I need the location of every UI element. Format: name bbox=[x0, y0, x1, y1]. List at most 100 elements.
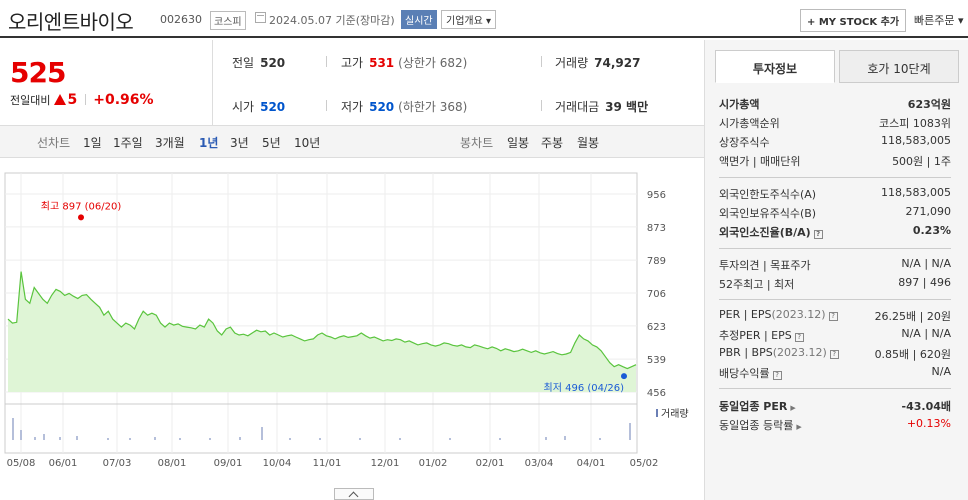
info-row-label: 52주최고 | 최저 bbox=[719, 278, 795, 291]
info-row-value: 623억원 bbox=[907, 98, 951, 111]
info-row: 동일업종 등락률 ▶ +0.13% bbox=[719, 417, 951, 435]
corp-info-dropdown[interactable]: 기업개요 ▾ bbox=[441, 10, 496, 29]
current-price: 525 bbox=[10, 56, 66, 89]
x-tick-label: 11/01 bbox=[313, 458, 342, 469]
info-row-label: PBR | BPS(2023.12)? bbox=[719, 346, 839, 359]
info-row-value: 897 | 496 bbox=[898, 276, 951, 289]
volume-legend: 거래량 bbox=[661, 408, 689, 420]
change-value: 5 bbox=[67, 92, 78, 108]
realtime-button[interactable]: 실시간 bbox=[401, 10, 437, 29]
info-row-value: 0.23% bbox=[912, 224, 951, 237]
period-5y[interactable]: 5년 bbox=[262, 136, 281, 150]
help-icon[interactable]: ? bbox=[772, 371, 782, 380]
chart-collapse-button[interactable] bbox=[334, 488, 374, 500]
candle-weekly[interactable]: 주봉 bbox=[541, 136, 564, 150]
change-label: 전일대비 bbox=[10, 94, 51, 107]
period-1w[interactable]: 1주일 bbox=[113, 136, 143, 150]
info-row-label: PER | EPS(2023.12)? bbox=[719, 308, 838, 321]
line-chart-label: 선차트 bbox=[37, 136, 71, 150]
info-row-value: 26.25배 | 20원 bbox=[874, 310, 951, 323]
y-tick-label: 539 bbox=[647, 355, 666, 366]
trade-amount: 거래대금 39 백만 bbox=[555, 100, 649, 114]
info-row: 외국인보유주식수(B) 271,090 bbox=[719, 205, 951, 223]
info-row: 액면가 | 매매단위 500원 | 1주 bbox=[719, 153, 951, 171]
help-icon[interactable]: ? bbox=[813, 230, 823, 239]
info-row-label: 시가총액 bbox=[719, 98, 760, 111]
info-row-label: 액면가 | 매매단위 bbox=[719, 155, 801, 168]
candle-chart-label: 봉차트 bbox=[460, 136, 494, 150]
period-3y[interactable]: 3년 bbox=[230, 136, 249, 150]
info-row-label: 외국인한도주식수(A) bbox=[719, 188, 817, 201]
info-row-value: 118,583,005 bbox=[881, 134, 951, 147]
period-10y[interactable]: 10년 bbox=[294, 136, 321, 150]
my-stock-add-button[interactable]: + MY STOCK 추가 bbox=[800, 9, 907, 32]
price-area bbox=[8, 271, 636, 392]
period-1d[interactable]: 1일 bbox=[83, 136, 102, 150]
info-row-label: 시가총액순위 bbox=[719, 117, 780, 130]
info-row: 시가총액순위 코스피 1083위 bbox=[719, 115, 951, 133]
x-tick-label: 07/03 bbox=[103, 458, 132, 469]
period-1y[interactable]: 1년 bbox=[199, 136, 219, 150]
info-row-label: 추정PER | EPS? bbox=[719, 327, 804, 343]
price-chart-svg: 956 873 789 706 623 539 456 05/08 06/01 07/03 08/0… bbox=[4, 172, 689, 469]
info-row-value: 118,583,005 bbox=[881, 186, 951, 199]
info-row: 52주최고 | 최저 897 | 496 bbox=[719, 276, 951, 294]
low-label: 최저 496 (04/26) bbox=[544, 382, 625, 394]
info-row-value: 500원 | 1주 bbox=[892, 155, 951, 168]
y-tick-label: 456 bbox=[647, 388, 666, 399]
high-marker bbox=[78, 214, 84, 221]
info-row-label: 투자의견 | 목표주가 bbox=[719, 259, 811, 272]
info-row-value: +0.13% bbox=[906, 417, 951, 430]
info-row-value: 코스피 1083위 bbox=[879, 117, 951, 130]
tab-investment-info[interactable]: 투자정보 bbox=[715, 50, 835, 83]
calendar-icon bbox=[255, 12, 266, 23]
period-bar: 선차트 1일 1주일 3개월 1년 3년 5년 10년 봉차트 일봉 주봉 월봉 bbox=[0, 126, 704, 158]
info-row-label: 외국인소진율(B/A)? bbox=[719, 224, 823, 240]
info-row-label: 배당수익률? bbox=[719, 365, 782, 381]
prev-close: 전일 520 bbox=[232, 56, 286, 70]
x-tick-label: 06/01 bbox=[49, 458, 78, 469]
info-row-label: 동일업종 등락률 ▶ bbox=[719, 419, 802, 432]
candle-daily[interactable]: 일봉 bbox=[507, 136, 530, 150]
market-badge: 코스피 bbox=[210, 11, 246, 30]
change-percent: +0.96% bbox=[93, 92, 154, 108]
info-row: 투자의견 | 목표주가 N/A | N/A bbox=[719, 257, 951, 275]
info-row: 시가총액 623억원 bbox=[719, 96, 951, 114]
info-row-value: 271,090 bbox=[905, 205, 952, 218]
arrow-right-icon[interactable]: ▶ bbox=[790, 404, 796, 412]
help-icon[interactable]: ? bbox=[828, 312, 838, 321]
arrow-right-icon[interactable]: ▶ bbox=[796, 423, 802, 431]
x-tick-label: 03/04 bbox=[525, 458, 554, 469]
stock-header: 오리엔트바이오 002630 코스피 2024.05.07 기준(장마감) 실시… bbox=[0, 0, 968, 38]
volume: 거래량 74,927 bbox=[555, 56, 641, 70]
x-tick-label: 04/01 bbox=[577, 458, 606, 469]
help-icon[interactable]: ? bbox=[794, 333, 804, 342]
info-row-value: 0.85배 | 620원 bbox=[874, 348, 951, 361]
y-tick-label: 873 bbox=[647, 223, 666, 234]
x-tick-label: 05/08 bbox=[7, 458, 36, 469]
info-row-label: 상장주식수 bbox=[719, 136, 770, 149]
info-row: PBR | BPS(2023.12)? 0.85배 | 620원 bbox=[719, 346, 951, 364]
y-tick-label: 706 bbox=[647, 289, 666, 300]
stock-name: 오리엔트바이오 bbox=[8, 10, 134, 34]
open-price: 시가 520 bbox=[232, 100, 286, 114]
x-tick-label: 01/02 bbox=[419, 458, 448, 469]
info-row-value: N/A | N/A bbox=[901, 327, 951, 340]
price-line bbox=[7, 271, 637, 370]
candle-monthly[interactable]: 월봉 bbox=[577, 136, 600, 150]
quick-order-dropdown[interactable]: 빠른주문 ▾ bbox=[914, 14, 964, 27]
price-summary: 525 전일대비 5 +0.96% 전일 520 고가 531 (상한가 682) 거래… bbox=[0, 40, 704, 126]
tab-order-book[interactable]: 호가 10단계 bbox=[839, 50, 959, 83]
x-tick-label: 10/04 bbox=[263, 458, 292, 469]
x-tick-label: 12/01 bbox=[371, 458, 400, 469]
info-row: 추정PER | EPS? N/A | N/A bbox=[719, 327, 951, 345]
info-row: PER | EPS(2023.12)? 26.25배 | 20원 bbox=[719, 308, 951, 326]
help-icon[interactable]: ? bbox=[829, 350, 839, 359]
stock-code: 002630 bbox=[160, 13, 202, 26]
low-marker bbox=[621, 373, 627, 380]
low-price: 저가 520 (하한가 368) bbox=[341, 100, 468, 114]
x-tick-label: 08/01 bbox=[158, 458, 187, 469]
info-row-label: 외국인보유주식수(B) bbox=[719, 207, 817, 220]
high-label: 최고 897 (06/20) bbox=[41, 200, 122, 212]
period-3m[interactable]: 3개월 bbox=[155, 136, 185, 150]
